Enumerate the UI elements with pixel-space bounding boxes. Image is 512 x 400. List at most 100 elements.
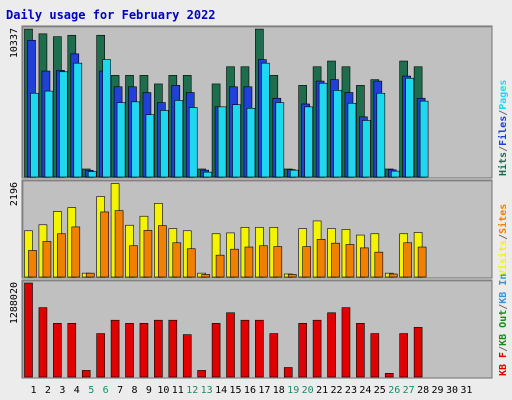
day-label: 7 <box>117 385 123 396</box>
bar-kb-f-day-11 <box>168 319 178 378</box>
panel-legend: KB F/KB Out/KB In <box>498 274 509 376</box>
bar-sites-day-20 <box>302 246 311 278</box>
bar-kb-f-day-4 <box>67 323 77 378</box>
bar-sites-day-9 <box>143 230 153 278</box>
day-label: 17 <box>258 385 270 396</box>
panel-max-label: 1288020 <box>9 282 20 324</box>
bar-sites-day-26 <box>388 273 398 278</box>
bar-sites-day-25 <box>374 251 384 278</box>
bar-kb-f-day-25 <box>370 333 380 378</box>
day-label: 21 <box>316 385 328 396</box>
bar-sites-day-27 <box>403 242 412 278</box>
day-label: 29 <box>432 385 444 396</box>
bar-sites-day-11 <box>172 242 182 278</box>
panel-legend: Visits/Sites <box>497 204 509 276</box>
day-label: 11 <box>172 385 184 396</box>
day-label: 15 <box>229 385 241 396</box>
bar-sites-day-18 <box>273 246 283 278</box>
bar-sites-day-15 <box>230 248 239 278</box>
bar-sites-day-24 <box>360 247 369 278</box>
legend-entry: KB Out <box>498 310 509 346</box>
panel-legend: Hits/Files/Pages <box>497 80 509 176</box>
day-label: 14 <box>215 385 227 396</box>
bar-sites-day-3 <box>57 233 66 278</box>
bar-pages-day-23 <box>347 102 357 178</box>
legend-entry: Pages <box>498 80 509 110</box>
legend-entry: Files <box>497 116 509 146</box>
bar-pages-day-28 <box>419 100 429 178</box>
day-label: 4 <box>74 385 80 396</box>
bar-sites-day-21 <box>316 239 326 278</box>
day-label: 13 <box>201 385 213 396</box>
legend-entry: / <box>498 146 509 152</box>
day-label: 6 <box>103 385 109 396</box>
day-label: 22 <box>331 385 343 396</box>
bar-kb-f-day-21 <box>312 319 322 378</box>
bar-kb-f-day-2 <box>38 307 48 378</box>
panel-max-label: 10337 <box>9 28 20 58</box>
bar-kb-f-day-1 <box>24 282 33 378</box>
bar-kb-f-day-18 <box>269 333 279 378</box>
bar-sites-day-28 <box>417 246 427 278</box>
bar-sites-day-1 <box>28 250 37 278</box>
bar-kb-f-day-27 <box>399 333 408 378</box>
bar-pages-day-19 <box>289 169 299 178</box>
day-label: 26 <box>388 385 400 396</box>
bar-kb-f-day-6 <box>96 333 105 378</box>
day-label: 9 <box>146 385 152 396</box>
bar-kb-f-day-7 <box>110 319 120 378</box>
bar-pages-day-8 <box>131 101 140 178</box>
bar-pages-day-26 <box>390 170 400 178</box>
bar-kb-f-day-9 <box>139 323 149 378</box>
bar-pages-day-16 <box>246 107 256 178</box>
day-label: 25 <box>374 385 386 396</box>
bar-kb-f-day-22 <box>327 312 336 378</box>
legend-entry: / <box>498 110 509 116</box>
legend-entry: Sites <box>497 204 509 234</box>
bar-sites-day-12 <box>186 248 196 278</box>
bar-sites-day-4 <box>71 226 81 278</box>
bar-pages-day-27 <box>405 77 414 178</box>
legend-entry: / <box>498 304 509 310</box>
bar-pages-day-5 <box>87 171 97 178</box>
day-label: 24 <box>359 385 371 396</box>
day-label: 23 <box>345 385 357 396</box>
day-label: 10 <box>157 385 169 396</box>
legend-entry: Hits <box>497 152 509 176</box>
bar-pages-day-2 <box>44 90 54 178</box>
bar-pages-day-4 <box>73 62 83 178</box>
day-label: 16 <box>244 385 256 396</box>
day-label: 2 <box>45 385 51 396</box>
day-label: 8 <box>131 385 137 396</box>
day-label: 31 <box>460 385 472 396</box>
bar-sites-day-16 <box>244 246 254 278</box>
legend-entry: KB F <box>498 352 509 376</box>
bar-sites-day-5 <box>85 272 95 278</box>
bar-pages-day-1 <box>30 92 39 178</box>
bar-kb-f-day-5 <box>81 370 91 378</box>
bar-kb-f-day-26 <box>384 373 394 378</box>
day-label: 28 <box>417 385 429 396</box>
day-label: 3 <box>59 385 65 396</box>
bar-kb-f-day-14 <box>211 323 221 378</box>
bar-pages-day-6 <box>102 59 111 178</box>
day-label: 5 <box>88 385 94 396</box>
bar-pages-day-25 <box>376 92 386 178</box>
day-label: 18 <box>273 385 285 396</box>
bar-pages-day-20 <box>304 106 313 178</box>
legend-entry: / <box>498 234 509 240</box>
bar-pages-day-21 <box>318 82 328 178</box>
chart-title: Daily usage for February 2022 <box>6 8 216 22</box>
day-label: 12 <box>186 385 198 396</box>
bar-sites-day-14 <box>215 254 225 278</box>
bar-pages-day-12 <box>188 107 198 178</box>
bar-kb-f-day-19 <box>283 367 293 378</box>
bar-kb-f-day-13 <box>197 370 206 378</box>
panel-max-label: 2196 <box>9 182 20 206</box>
bar-sites-day-19 <box>287 274 297 278</box>
day-label: 30 <box>446 385 458 396</box>
day-axis-labels: 1 2 3 4 5 6 7 8 9 10 11 12 13 14 15 16 17 18 19 20 21 22 23 24 2… <box>30 385 472 396</box>
bar-sites-day-2 <box>42 241 52 278</box>
